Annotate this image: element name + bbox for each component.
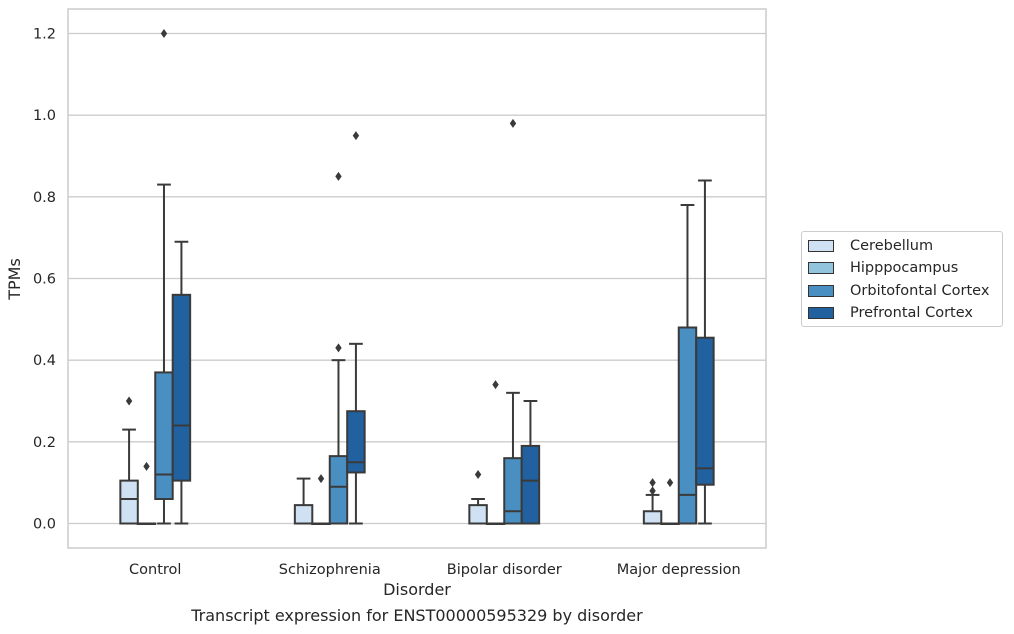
box-orbitofontal-cortex bbox=[503, 118, 523, 525]
box-hipppocampus bbox=[311, 474, 331, 525]
legend-label: Prefrontal Cortex bbox=[850, 305, 973, 321]
y-tick-label: 0.8 bbox=[33, 190, 56, 206]
x-ticks: Control Schizophrenia Bipolar disorder Majo… bbox=[129, 562, 741, 578]
y-axis-label: TPMs bbox=[5, 258, 24, 301]
box-cerebellum bbox=[119, 396, 139, 525]
box-prefrontal-cortex bbox=[171, 240, 192, 525]
legend-item-hipppocampus: Hipppocampus bbox=[808, 259, 958, 277]
legend-item-cerebellum: Cerebellum bbox=[808, 237, 933, 255]
outlier-point bbox=[492, 380, 499, 390]
legend-item-prefrontal-cortex: Prefrontal Cortex bbox=[808, 304, 973, 322]
outlier-point bbox=[335, 171, 342, 181]
legend-label: Cerebellum bbox=[850, 238, 934, 254]
legend-label: Hipppocampus bbox=[850, 260, 959, 276]
y-tick-label: 1.2 bbox=[33, 27, 56, 43]
legend-item-orbitofontal-cortex: Orbitofontal Cortex bbox=[808, 282, 989, 300]
box-hipppocampus bbox=[136, 461, 157, 525]
box-body bbox=[695, 336, 715, 486]
outlier-point bbox=[160, 29, 168, 38]
box-body bbox=[520, 444, 541, 525]
y-ticks: 0.0 0.2 0.4 0.6 0.8 1.0 1.2 bbox=[33, 27, 56, 533]
box-body bbox=[293, 504, 314, 525]
box-body bbox=[171, 293, 192, 482]
y-tick-label: 0.0 bbox=[33, 517, 56, 533]
x-tick-label: Bipolar disorder bbox=[447, 562, 562, 578]
box-body bbox=[346, 410, 366, 474]
box-prefrontal-cortex bbox=[695, 179, 715, 525]
outlier-point bbox=[143, 461, 150, 471]
legend-swatch-orbitofontal-cortex bbox=[808, 285, 834, 297]
box-hipppocampus bbox=[485, 380, 506, 525]
x-tick-label: Control bbox=[129, 562, 181, 578]
legend-swatch-hipppocampus bbox=[808, 262, 834, 274]
x-tick-label: Major depression bbox=[617, 562, 741, 578]
box-layer bbox=[119, 29, 715, 525]
box-orbitofontal-cortex bbox=[328, 171, 349, 525]
legend-swatch-cerebellum bbox=[808, 240, 834, 252]
legend: Cerebellum Hipppocampus Orbitofontal Cor… bbox=[801, 231, 1003, 327]
box-body bbox=[503, 457, 523, 525]
y-tick-label: 0.6 bbox=[33, 272, 56, 288]
outlier-point bbox=[352, 131, 360, 141]
x-tick-label: Schizophrenia bbox=[279, 562, 381, 578]
figure-caption: Transcript expression for ENST0000059532… bbox=[191, 606, 643, 625]
legend-label: Orbitofontal Cortex bbox=[850, 283, 990, 299]
plot-frame bbox=[67, 8, 767, 549]
box-body bbox=[328, 455, 349, 525]
y-tick-label: 0.2 bbox=[33, 435, 56, 451]
outlier-point bbox=[649, 486, 656, 496]
outlier-point bbox=[474, 470, 482, 479]
outlier-point bbox=[125, 396, 133, 406]
box-body bbox=[642, 510, 663, 525]
outlier-point bbox=[317, 474, 325, 484]
outlier-point bbox=[649, 478, 656, 488]
legend-swatch-prefrontal-cortex bbox=[808, 307, 834, 319]
box-body bbox=[154, 371, 174, 500]
x-axis-label: Disorder bbox=[383, 580, 451, 599]
box-orbitofontal-cortex bbox=[677, 204, 698, 525]
box-orbitofontal-cortex bbox=[154, 29, 174, 525]
y-tick-label: 1.0 bbox=[33, 108, 56, 124]
box-hipppocampus bbox=[660, 478, 680, 525]
box-prefrontal-cortex bbox=[520, 400, 541, 525]
outlier-point bbox=[335, 343, 342, 353]
box-body bbox=[119, 479, 139, 525]
outlier-point bbox=[666, 478, 674, 488]
box-cerebellum bbox=[293, 477, 314, 525]
box-prefrontal-cortex bbox=[346, 131, 366, 525]
outlier-point bbox=[509, 118, 517, 128]
box-cerebellum bbox=[468, 470, 488, 525]
box-cerebellum bbox=[642, 478, 663, 525]
box-body bbox=[468, 504, 488, 525]
y-tick-label: 0.4 bbox=[33, 353, 56, 369]
